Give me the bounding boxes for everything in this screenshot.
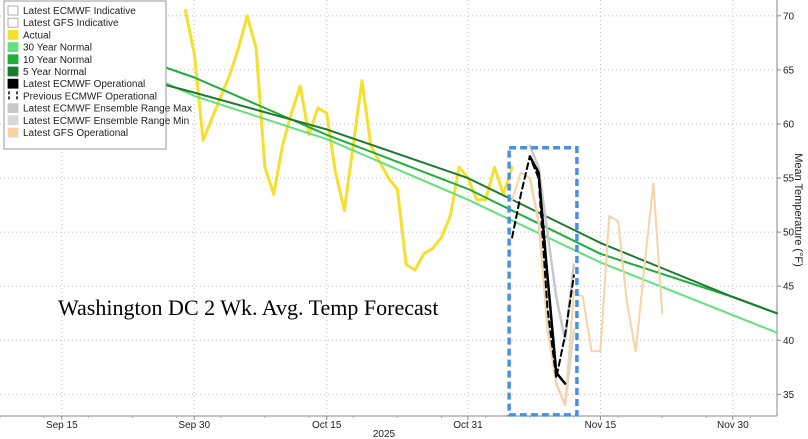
legend-frame bbox=[3, 0, 167, 150]
legend-label-latest-ecmwf-operational: Latest ECMWF Operational bbox=[23, 79, 145, 90]
chart-annotation: Washington DC 2 Wk. Avg. Temp Forecast bbox=[58, 295, 438, 320]
legend-label-latest-gfs-indicative: Latest GFS Indicative bbox=[23, 18, 119, 29]
x-tick-label: Nov 30 bbox=[717, 420, 749, 431]
y-tick-label: 50 bbox=[783, 228, 795, 239]
legend-label-latest-ecmwf-indicative: Latest ECMWF Indicative bbox=[23, 6, 136, 17]
x-tick-label: Nov 15 bbox=[585, 420, 617, 431]
legend-label-30-year-normal: 30 Year Normal bbox=[23, 43, 92, 54]
legend-swatch-latest-ecmwf-indicative bbox=[7, 5, 19, 16]
legend-label-actual: Actual bbox=[23, 30, 51, 41]
series-5-year-normal bbox=[140, 77, 778, 315]
legend-label-5-year-normal: 5 Year Normal bbox=[23, 67, 86, 78]
series-previous-ecmwf-operational bbox=[511, 155, 575, 380]
series-30-year-normal bbox=[140, 71, 778, 334]
legend-label-latest-ecmwf-ensemble-range-max: Latest ECMWF Ensemble Range Max bbox=[23, 104, 192, 115]
series-actual bbox=[183, 8, 514, 272]
legend-swatch-5-year-normal bbox=[7, 66, 19, 77]
series-latest-gfs-operational bbox=[511, 171, 664, 407]
legend-swatch-latest-ecmwf-operational bbox=[7, 78, 19, 89]
y-tick-label: 70 bbox=[783, 11, 795, 22]
legend-label-latest-ecmwf-ensemble-range-min: Latest ECMWF Ensemble Range Min bbox=[23, 116, 189, 127]
legend-swatch-previous-ecmwf-operational bbox=[8, 91, 18, 100]
legend-swatch-30-year-normal bbox=[7, 42, 19, 52]
x-tick-label: Sep 30 bbox=[178, 420, 210, 431]
gridlines bbox=[0, 0, 778, 417]
x-tick-label: Sep 15 bbox=[46, 420, 78, 431]
x-tick-label: Oct 15 bbox=[312, 420, 342, 431]
legend-label-previous-ecmwf-operational: Previous ECMWF Operational bbox=[23, 91, 157, 102]
series-latest-ecmwf-ensemble-range-max bbox=[528, 144, 576, 342]
y-tick-label: 60 bbox=[783, 119, 795, 130]
y-tick-label: 65 bbox=[783, 65, 795, 76]
x-tick-label: Oct 31 bbox=[453, 420, 483, 431]
y-tick-label: 45 bbox=[783, 282, 795, 293]
legend-swatch-latest-ecmwf-ensemble-range-max bbox=[7, 103, 19, 113]
legend-swatch-latest-ecmwf-ensemble-range-min bbox=[7, 115, 19, 126]
legend-swatch-actual bbox=[7, 29, 19, 40]
series-lines bbox=[140, 8, 778, 407]
y-tick-label: 40 bbox=[783, 336, 795, 347]
y-axis-label: Mean Temperature (°F) bbox=[792, 153, 804, 267]
legend-swatch-latest-gfs-operational bbox=[7, 127, 19, 138]
legend-label-latest-gfs-operational: Latest GFS Operational bbox=[23, 128, 128, 139]
legend-swatch-10-year-normal bbox=[7, 54, 19, 65]
legend-label-10-year-normal: 10 Year Normal bbox=[23, 55, 92, 66]
y-axis-ticks: 35 40 45 50 55 60 65 70 bbox=[777, 11, 795, 401]
legend-swatch-latest-gfs-indicative bbox=[7, 17, 19, 28]
series-latest-ecmwf-operational bbox=[528, 155, 567, 385]
y-tick-label: 55 bbox=[783, 174, 795, 185]
y-tick-label: 35 bbox=[783, 390, 795, 401]
forecast-highlight-rect bbox=[507, 146, 579, 417]
highlight-box bbox=[507, 146, 579, 417]
x-axis-ticks: Sep 15 Sep 30 Oct 15 Oct 31 Nov 15 Nov 30 bbox=[0, 416, 752, 431]
year-label: 2025 bbox=[373, 429, 396, 439]
